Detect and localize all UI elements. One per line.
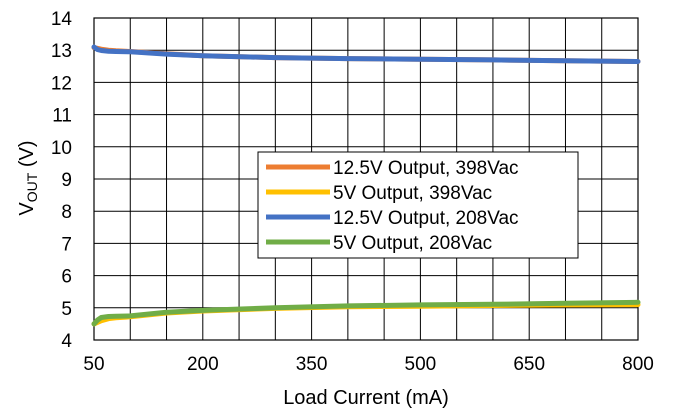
y-tick-label: 9 (61, 170, 72, 191)
y-tick-label: 6 (61, 267, 72, 288)
series-line-4 (91, 299, 641, 327)
x-tick-label: 350 (296, 354, 328, 375)
x-tick-label: 650 (513, 354, 545, 375)
x-tick-label: 500 (405, 354, 437, 375)
legend: 12.5V Output, 398Vac 5V Output, 398Vac 12.… (257, 151, 579, 259)
y-tick-label: 14 (51, 9, 73, 30)
plot-frame (93, 17, 639, 341)
x-axis-ticks: 50 200 350 500 650 800 (83, 354, 653, 375)
x-tick-label: 50 (83, 354, 104, 375)
y-tick-label: 12 (51, 73, 72, 94)
legend-label-3: 12.5V Output, 208Vac (333, 208, 519, 229)
legend-label-2: 5V Output, 398Vac (333, 183, 492, 204)
y-tick-label: 4 (61, 331, 72, 352)
y-tick-label: 11 (52, 106, 72, 127)
x-tick-label: 800 (622, 354, 654, 375)
series-lines (91, 44, 641, 327)
legend-label-1: 12.5V Output, 398Vac (333, 158, 519, 179)
y-tick-label: 7 (61, 234, 72, 255)
x-axis-label: Load Current (mA) (283, 387, 449, 409)
y-axis-label-main: V (16, 202, 38, 216)
y-tick-label: 10 (51, 138, 72, 159)
series-line-3 (91, 44, 641, 64)
y-tick-label: 5 (61, 299, 72, 320)
y-tick-label: 8 (61, 202, 72, 223)
x-tick-label: 200 (187, 354, 219, 375)
y-axis-label-subscript: OUT (24, 172, 40, 202)
y-axis-ticks: 4 5 6 7 8 9 10 11 12 13 14 (51, 9, 73, 352)
y-axis-label-unit: (V) (16, 140, 38, 172)
y-tick-label: 13 (51, 41, 72, 62)
y-axis-label: VOUT (V) (16, 140, 40, 215)
legend-label-4: 5V Output, 208Vac (333, 233, 492, 254)
